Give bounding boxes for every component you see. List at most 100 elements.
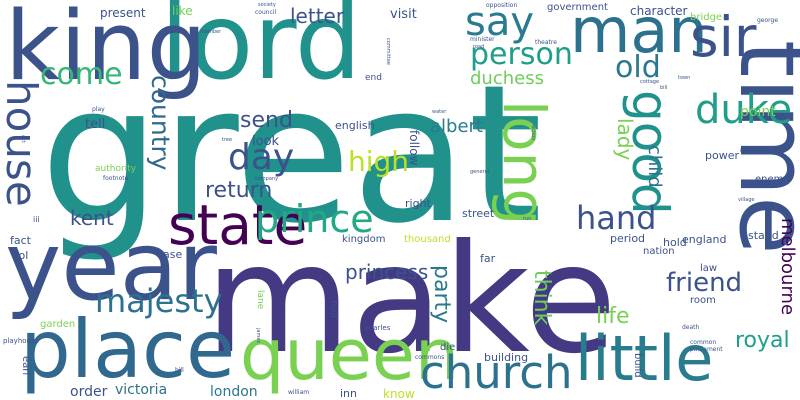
- word-tell-48: tell: [85, 117, 106, 132]
- word-duke-16: duke: [695, 87, 793, 133]
- word-nation-63: nation: [643, 246, 675, 257]
- word-kingdom-58: kingdom: [342, 234, 386, 245]
- word-society-116: society: [258, 2, 276, 8]
- word-hold-61: hold: [663, 236, 687, 249]
- word-lady-39: lady: [613, 118, 637, 161]
- word-minister-85: minister: [470, 36, 495, 43]
- word-say-17: say: [465, 0, 535, 45]
- word-general-96: general: [470, 169, 490, 175]
- word-bill-94: bill: [660, 85, 668, 91]
- word-case-72: case: [157, 248, 183, 261]
- word-cottage-92: cottage: [640, 79, 660, 85]
- word-state-11: state: [168, 193, 308, 257]
- word-authority-74: authority: [95, 164, 137, 174]
- word-royal-30: royal: [735, 328, 790, 353]
- word-building-78: building: [484, 351, 529, 364]
- word-london-44: london: [210, 384, 258, 400]
- word-point-46: point: [740, 104, 776, 120]
- word-charles-107: charles: [365, 324, 391, 332]
- word-playhouse-106: playhouse: [3, 337, 39, 345]
- word-little-8: little: [575, 322, 714, 395]
- word-order-43: order: [70, 384, 108, 400]
- word-garden-73: garden: [40, 319, 76, 330]
- word-run-102: run: [523, 216, 532, 222]
- word-england-62: england: [682, 233, 727, 246]
- word-life-33: life: [596, 304, 630, 329]
- word-act-100: act: [20, 135, 26, 143]
- word-like-51: like: [172, 4, 193, 18]
- word-water-95: water: [432, 109, 447, 115]
- word-george-90: george: [757, 17, 779, 24]
- word-queen-7: queen: [240, 314, 460, 396]
- word-house-15: house: [0, 80, 46, 207]
- word-village-103: village: [738, 197, 755, 203]
- word-street-57: street: [462, 207, 495, 220]
- word-thousand-59: thousand: [404, 234, 451, 245]
- word-day-20: day: [228, 137, 295, 178]
- word-die-77: die: [440, 342, 456, 353]
- word-english-55: english: [335, 119, 375, 132]
- word-right-56: right: [405, 197, 431, 210]
- word-present-50: present: [100, 6, 146, 20]
- word-albert-38: albert: [430, 116, 483, 137]
- word-theatre-86: theatre: [535, 39, 557, 46]
- word-vol-71: vol: [12, 249, 29, 262]
- word-commons-108: commons: [415, 354, 445, 361]
- word-come-24: come: [40, 57, 123, 92]
- word-sir-13: sir: [690, 5, 757, 69]
- word-return-28: return: [205, 178, 273, 203]
- word-william-112: william: [288, 389, 310, 396]
- word-letter-36: letter: [290, 4, 345, 28]
- word-child-40: child: [644, 145, 665, 188]
- word-party-32: party: [429, 265, 454, 324]
- word-bridge-54: bridge: [690, 12, 723, 23]
- word-great-0: great: [40, 44, 543, 265]
- word-visit-49: visit: [390, 7, 417, 22]
- word-kent-35: kent: [70, 206, 114, 230]
- word-town-93: town: [678, 75, 691, 81]
- word-member-91: member: [200, 29, 222, 35]
- word-footnote-99: footnote: [103, 175, 129, 182]
- word-power-65: power: [705, 149, 739, 162]
- word-bill-114: bill: [175, 367, 184, 374]
- word-iii-105: iii: [33, 215, 40, 224]
- word-lane-76: lane: [255, 290, 265, 310]
- word-inn-80: inn: [340, 387, 357, 400]
- word-period-60: period: [610, 232, 646, 245]
- word-committee-88: committee: [385, 38, 391, 66]
- word-government-53: government: [547, 2, 608, 13]
- word-person-19: person: [470, 37, 573, 72]
- word-prince-18: prince: [255, 197, 374, 241]
- word-law-67: law: [700, 263, 718, 274]
- word-action-97: action: [530, 125, 536, 141]
- word-earl-81: earl: [20, 356, 31, 376]
- word-council-84: council: [255, 9, 277, 16]
- word-character-52: character: [630, 4, 688, 18]
- word-road-89: road: [473, 44, 485, 50]
- word-end-83: end: [365, 73, 382, 83]
- word-duchess-37: duchess: [470, 68, 544, 89]
- word-death-111: death: [682, 324, 700, 331]
- word-build-82: build: [632, 353, 643, 378]
- word-send-29: send: [240, 108, 293, 133]
- word-country-23: country: [146, 75, 175, 171]
- word-hall-75: hall: [328, 300, 339, 319]
- word-james-113: james: [255, 328, 261, 344]
- word-look-47: look: [252, 134, 280, 149]
- word-stand-64: stand: [748, 229, 779, 242]
- word-melbourne-41: melbourne: [777, 218, 798, 316]
- word-measure-104: measure: [740, 147, 767, 154]
- word-fact-70: fact: [10, 234, 31, 247]
- word-far-69: far: [480, 252, 496, 265]
- word-high-27: high: [348, 145, 410, 178]
- word-church-12: church: [420, 346, 573, 399]
- word-old-25: old: [615, 50, 661, 85]
- word-man-9: man: [570, 0, 708, 67]
- word-place-6: place: [20, 303, 236, 396]
- word-tree-115: tree: [222, 137, 233, 143]
- word-hand-21: hand: [576, 199, 657, 237]
- word-opposition-87: opposition: [486, 2, 518, 9]
- word-long-10: long: [490, 100, 558, 226]
- word-common-109: common: [690, 339, 717, 346]
